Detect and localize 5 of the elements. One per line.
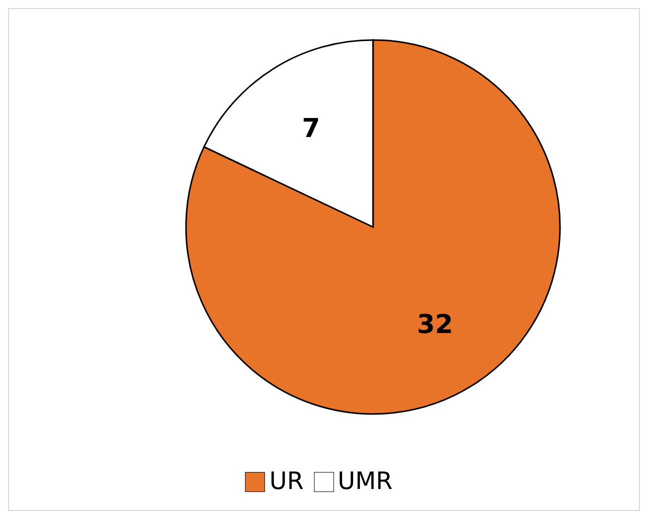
legend-label: UR xyxy=(269,467,304,495)
data-label: 32 xyxy=(416,310,454,340)
legend-label: UMR xyxy=(338,467,393,495)
data-label: 7 xyxy=(302,114,320,144)
pie-slice xyxy=(186,39,561,415)
